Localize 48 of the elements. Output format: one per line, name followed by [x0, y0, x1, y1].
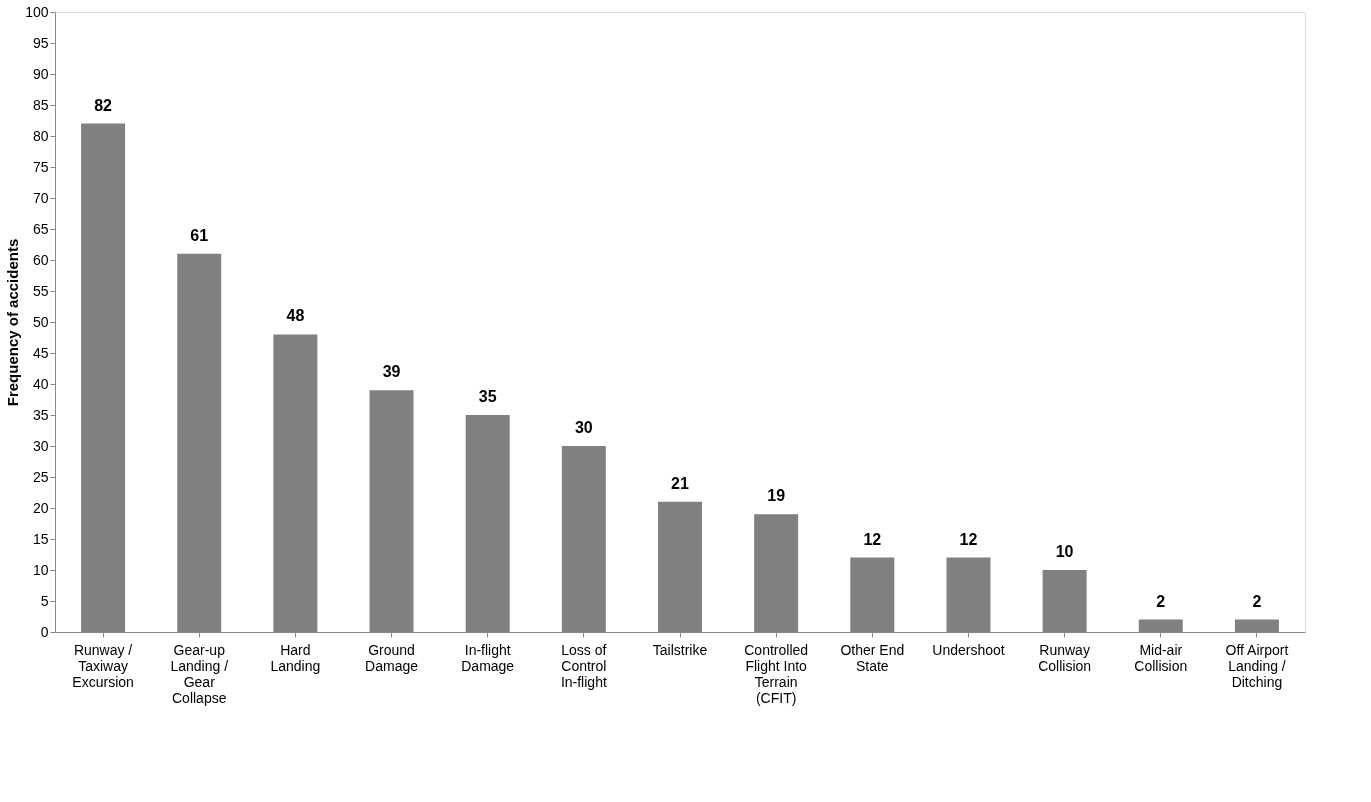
data-label: 12	[863, 530, 882, 548]
y-tick-label: 60	[32, 251, 49, 268]
data-label: 61	[190, 226, 209, 244]
x-tick-label: Runway Collision	[1038, 641, 1092, 674]
y-tick-label: 30	[32, 437, 49, 454]
y-tick-label: 35	[32, 406, 49, 423]
x-tick-label: Runway / Taxiway Excursion	[72, 641, 134, 690]
x-tick-label: Hard Landing	[270, 641, 321, 674]
x-tick-label: Ground Damage	[365, 641, 419, 674]
data-label: 39	[382, 363, 401, 381]
x-tick-label: Other End State	[840, 641, 905, 674]
data-label: 2	[1252, 592, 1262, 610]
data-label: 82	[94, 96, 113, 114]
y-tick-label: 40	[32, 375, 49, 392]
data-label: 12	[959, 530, 978, 548]
x-tick-label: Gear-up Landing / Gear Collapse	[170, 641, 229, 706]
x-tick-label: Undershoot	[932, 641, 1005, 658]
x-tick-label: Loss of Control In-flight	[560, 641, 607, 690]
data-label: 19	[767, 487, 786, 505]
y-tick-label: 85	[32, 96, 49, 113]
data-label: 21	[671, 474, 689, 492]
x-tick-label: Mid-air Collision	[1134, 641, 1188, 674]
data-label: 35	[478, 388, 497, 405]
data-label: 48	[286, 307, 305, 325]
y-tick-label: 100	[25, 3, 49, 20]
y-tick-label: 75	[32, 158, 49, 175]
y-tick-label: 50	[32, 313, 49, 330]
x-tick-label: In-flight Damage	[461, 641, 515, 674]
y-axis-title: Frequency of accidents	[4, 238, 22, 407]
y-tick-label: 90	[32, 65, 49, 82]
y-tick-label: 5	[40, 592, 49, 609]
y-tick-label: 95	[32, 34, 49, 51]
y-tick-label: 45	[32, 344, 49, 361]
y-tick-label: 80	[32, 127, 49, 144]
y-tick-label: 70	[32, 189, 49, 206]
x-tick-label: Controlled Flight Into Terrain (CFIT)	[744, 641, 809, 706]
y-tick-label: 20	[32, 499, 49, 516]
data-label: 10	[1055, 543, 1074, 560]
y-tick-label: 15	[32, 530, 49, 547]
y-tick-label: 25	[32, 468, 49, 485]
x-tick-label: Tailstrike	[652, 641, 708, 658]
y-tick-label: 55	[32, 282, 49, 299]
x-tick-label: Off Airport Landing / Ditching	[1225, 641, 1289, 690]
data-label: 2	[1156, 592, 1166, 610]
y-tick-label: 0	[40, 623, 49, 640]
y-tick-label: 10	[32, 561, 49, 578]
data-label: 30	[574, 419, 593, 436]
y-tick-label: 65	[32, 220, 49, 237]
